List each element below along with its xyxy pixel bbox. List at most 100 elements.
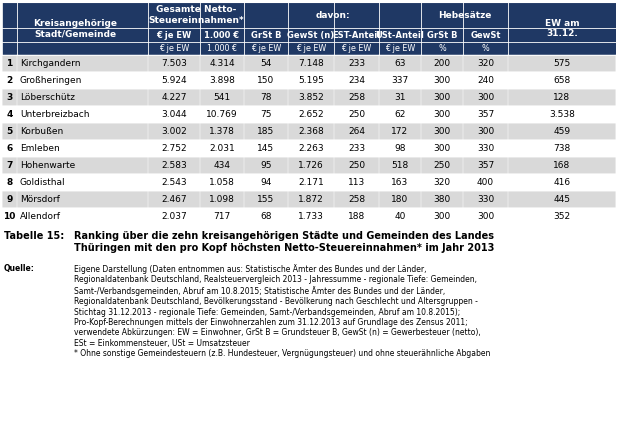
Text: 2.031: 2.031 xyxy=(209,144,235,153)
Text: Unterbreizbach: Unterbreizbach xyxy=(20,110,90,119)
Bar xyxy=(2,28,616,42)
Text: 352: 352 xyxy=(554,212,570,221)
Text: 7: 7 xyxy=(6,161,13,170)
Text: 68: 68 xyxy=(260,212,272,221)
Text: Quelle:: Quelle: xyxy=(4,264,35,273)
Text: 98: 98 xyxy=(394,144,406,153)
Bar xyxy=(2,89,616,106)
Text: 2.752: 2.752 xyxy=(161,144,187,153)
Text: 180: 180 xyxy=(391,195,408,204)
Text: € je EW: € je EW xyxy=(156,30,192,39)
Text: 4.227: 4.227 xyxy=(161,93,187,102)
Text: Eigene Darstellung (Daten entnommen aus: Statistische Ämter des Bundes und der L: Eigene Darstellung (Daten entnommen aus:… xyxy=(74,264,490,358)
Text: 5.195: 5.195 xyxy=(298,76,324,85)
Text: 1.058: 1.058 xyxy=(209,178,235,187)
Text: Kirchgandern: Kirchgandern xyxy=(20,59,80,68)
Text: 128: 128 xyxy=(554,93,570,102)
Text: 31: 31 xyxy=(394,93,406,102)
Text: 445: 445 xyxy=(554,195,570,204)
Text: %: % xyxy=(438,44,446,53)
Text: 4.314: 4.314 xyxy=(209,59,235,68)
Text: 2.467: 2.467 xyxy=(161,195,187,204)
Text: 188: 188 xyxy=(348,212,365,221)
Text: GrSt B: GrSt B xyxy=(427,30,457,39)
Text: 518: 518 xyxy=(391,161,408,170)
Text: Löberschütz: Löberschütz xyxy=(20,93,75,102)
Text: 10.769: 10.769 xyxy=(206,110,238,119)
Text: 337: 337 xyxy=(391,76,408,85)
Text: 1: 1 xyxy=(6,59,12,68)
Text: 94: 94 xyxy=(260,178,272,187)
Text: 575: 575 xyxy=(553,59,570,68)
Text: USt-Anteil: USt-Anteil xyxy=(376,30,425,39)
Text: 5: 5 xyxy=(6,127,12,136)
Bar xyxy=(2,106,616,123)
Text: 380: 380 xyxy=(433,195,451,204)
Text: 8: 8 xyxy=(6,178,12,187)
Text: Tabelle 15:: Tabelle 15: xyxy=(4,231,64,241)
Text: 168: 168 xyxy=(553,161,570,170)
Text: 95: 95 xyxy=(260,161,272,170)
Text: 6: 6 xyxy=(6,144,12,153)
Text: 300: 300 xyxy=(433,93,451,102)
Text: 113: 113 xyxy=(348,178,365,187)
Text: 63: 63 xyxy=(394,59,406,68)
Bar xyxy=(2,42,616,55)
Text: € je EW: € je EW xyxy=(385,44,415,53)
Text: 300: 300 xyxy=(433,212,451,221)
Text: EST-Anteil: EST-Anteil xyxy=(332,30,381,39)
Text: 1.000 €: 1.000 € xyxy=(207,44,237,53)
Text: Gesamte Netto-
Steuereinnahmen*: Gesamte Netto- Steuereinnahmen* xyxy=(148,5,244,25)
Text: 54: 54 xyxy=(260,59,272,68)
Text: 155: 155 xyxy=(257,195,274,204)
Text: 2.543: 2.543 xyxy=(161,178,187,187)
Text: € je EW: € je EW xyxy=(296,44,326,53)
Text: Hohenwarte: Hohenwarte xyxy=(20,161,75,170)
Text: 3.044: 3.044 xyxy=(161,110,187,119)
Text: 10: 10 xyxy=(3,212,15,221)
Text: 200: 200 xyxy=(433,59,451,68)
Text: 416: 416 xyxy=(554,178,570,187)
Text: 3: 3 xyxy=(6,93,12,102)
Text: 300: 300 xyxy=(433,110,451,119)
Text: 320: 320 xyxy=(477,59,494,68)
Text: Mörsdorf: Mörsdorf xyxy=(20,195,60,204)
Text: Korbußen: Korbußen xyxy=(20,127,63,136)
Text: 434: 434 xyxy=(213,161,231,170)
Text: 2.171: 2.171 xyxy=(298,178,324,187)
Text: Hebesätze: Hebesätze xyxy=(438,11,491,19)
Text: GewSt: GewSt xyxy=(470,30,501,39)
Text: Allendorf: Allendorf xyxy=(20,212,61,221)
Bar xyxy=(2,191,616,208)
Text: 62: 62 xyxy=(394,110,405,119)
Text: 172: 172 xyxy=(391,127,408,136)
Text: 300: 300 xyxy=(433,127,451,136)
Text: Ranking über die zehn kreisangehörigen Städte und Gemeinden des Landes
Thüringen: Ranking über die zehn kreisangehörigen S… xyxy=(74,231,494,253)
Text: 78: 78 xyxy=(260,93,272,102)
Text: 264: 264 xyxy=(348,127,365,136)
Text: 250: 250 xyxy=(348,161,365,170)
Text: GewSt (n): GewSt (n) xyxy=(287,30,334,39)
Text: 300: 300 xyxy=(477,93,494,102)
Text: 3.898: 3.898 xyxy=(209,76,235,85)
Text: 233: 233 xyxy=(348,144,365,153)
Text: 40: 40 xyxy=(394,212,405,221)
Text: 4: 4 xyxy=(6,110,13,119)
Text: 300: 300 xyxy=(477,212,494,221)
Text: Großheringen: Großheringen xyxy=(20,76,82,85)
Text: 3.852: 3.852 xyxy=(298,93,324,102)
Text: 250: 250 xyxy=(433,161,451,170)
Text: 3.538: 3.538 xyxy=(549,110,575,119)
Text: € je EW: € je EW xyxy=(341,44,371,53)
Text: Kreisangehörige
Stadt/Gemeinde: Kreisangehörige Stadt/Gemeinde xyxy=(33,19,117,38)
Text: 658: 658 xyxy=(553,76,570,85)
Text: 2.368: 2.368 xyxy=(298,127,324,136)
Text: Emleben: Emleben xyxy=(20,144,60,153)
Text: 7.503: 7.503 xyxy=(161,59,187,68)
Bar xyxy=(2,174,616,191)
Text: 1.378: 1.378 xyxy=(209,127,235,136)
Text: Goldisthal: Goldisthal xyxy=(20,178,66,187)
Text: 233: 233 xyxy=(348,59,365,68)
Text: 2.037: 2.037 xyxy=(161,212,187,221)
Text: 738: 738 xyxy=(553,144,570,153)
